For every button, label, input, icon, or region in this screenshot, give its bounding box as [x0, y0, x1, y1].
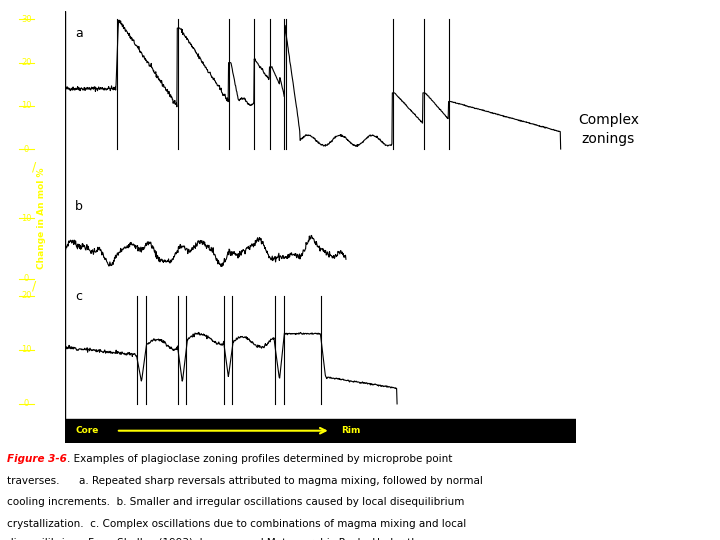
Text: 10: 10 — [21, 346, 32, 354]
Text: 20: 20 — [21, 58, 32, 67]
Text: traverses.      a. Repeated sharp reversals attributed to magma mixing, followed: traverses. a. Repeated sharp reversals a… — [7, 476, 483, 486]
Text: Complex
zonings: Complex zonings — [578, 113, 639, 146]
Text: 30: 30 — [21, 15, 32, 24]
Text: c: c — [75, 290, 82, 303]
Text: Figure 3-6: Figure 3-6 — [7, 455, 67, 464]
Text: b: b — [75, 199, 83, 213]
Text: /: / — [32, 279, 36, 293]
Bar — [65, 419, 576, 443]
Text: cooling increments.  b. Smaller and irregular oscillations caused by local diseq: cooling increments. b. Smaller and irreg… — [7, 497, 464, 507]
Text: a: a — [75, 26, 83, 40]
Text: /: / — [32, 160, 36, 174]
Text: Rim: Rim — [341, 426, 360, 435]
Text: . Examples of plagioclase zoning profiles determined by microprobe point: . Examples of plagioclase zoning profile… — [67, 455, 452, 464]
Text: 20: 20 — [21, 292, 32, 300]
Text: 10: 10 — [21, 214, 32, 222]
Text: Change in An mol %: Change in An mol % — [37, 167, 46, 269]
Text: disequilibrium. From Shelley (1993). Igneous and Metamorphic Rocks Under the: disequilibrium. From Shelley (1993). Ign… — [7, 538, 425, 540]
Bar — [19, 11, 65, 443]
Text: 0: 0 — [24, 274, 29, 283]
Text: 0: 0 — [24, 400, 29, 408]
Text: 0: 0 — [24, 145, 29, 153]
Text: Core: Core — [75, 426, 99, 435]
Text: crystallization.  c. Complex oscillations due to combinations of magma mixing an: crystallization. c. Complex oscillations… — [7, 518, 467, 529]
Text: 10: 10 — [21, 102, 32, 110]
